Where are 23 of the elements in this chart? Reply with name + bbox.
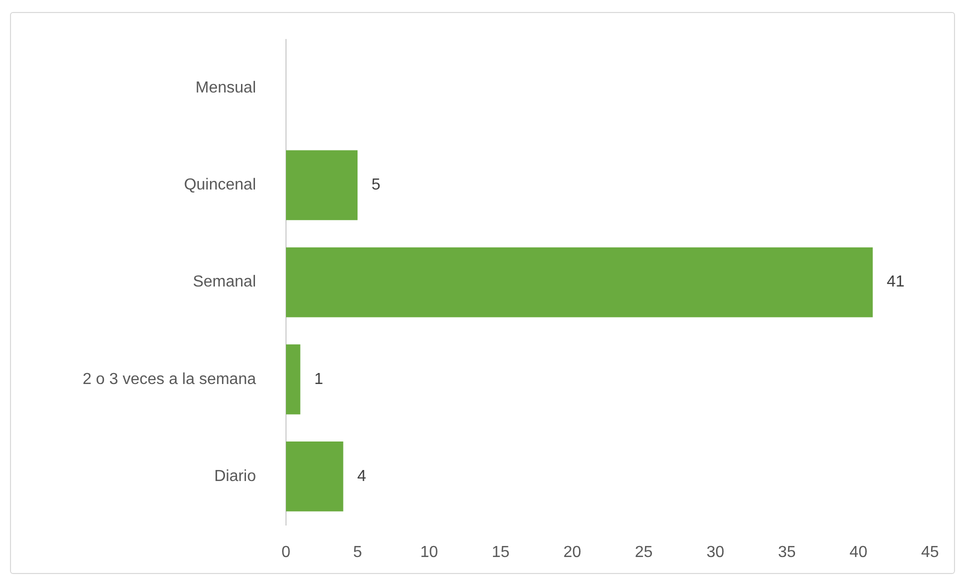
x-tick-label: 45: [921, 544, 939, 562]
bar: [286, 442, 344, 512]
x-tick-label: 30: [706, 544, 724, 562]
data-label: 4: [357, 468, 366, 485]
bar: [286, 150, 358, 220]
data-label: 1: [314, 370, 324, 388]
y-tick-label: Quincenal: [184, 176, 256, 194]
bar: [286, 247, 873, 318]
x-tick-label: 35: [778, 544, 796, 562]
x-tick-label: 5: [353, 544, 362, 562]
data-label: 41: [886, 274, 905, 291]
x-tick-label: 40: [850, 544, 868, 562]
x-tick-label: 20: [563, 544, 582, 562]
y-tick-label: Mensual: [196, 80, 256, 97]
x-tick-label: 25: [634, 544, 653, 562]
x-tick-label: 10: [420, 544, 438, 562]
x-tick-label: 15: [492, 544, 510, 562]
bar: [286, 344, 300, 414]
y-tick-label: Semanal: [192, 274, 256, 291]
x-tick-label: 0: [282, 544, 291, 562]
data-label: 5: [372, 176, 381, 194]
y-tick-label: 2 o 3 veces a la semana: [82, 370, 256, 388]
y-tick-label: Diario: [214, 468, 256, 485]
